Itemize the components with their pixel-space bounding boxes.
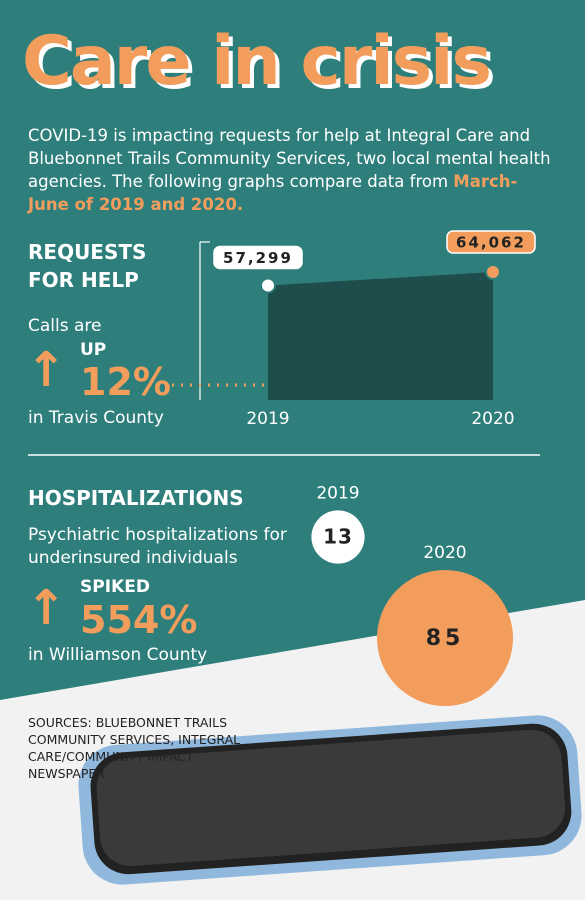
area bbox=[268, 272, 493, 400]
bubble bbox=[311, 510, 365, 564]
phone bbox=[78, 715, 582, 885]
bubble-label: 85 bbox=[426, 626, 465, 651]
arrow-icon: ↑ bbox=[26, 580, 67, 636]
intro-highlight: March-June of 2019 and 2020. bbox=[28, 172, 518, 214]
point bbox=[260, 277, 276, 294]
arrow-icon: ↑ bbox=[26, 342, 67, 398]
lead: Psychiatric hospitalizations for underin… bbox=[28, 525, 287, 568]
value-label-box bbox=[446, 230, 536, 254]
lead: Calls are bbox=[28, 316, 102, 336]
value-label: 64,062 bbox=[456, 234, 526, 252]
point bbox=[485, 264, 501, 280]
intro: COVID-19 is impacting requests for help … bbox=[28, 124, 558, 216]
bubble bbox=[377, 570, 513, 706]
section-heading: REQUESTS FOR HELP bbox=[28, 240, 147, 292]
place: in Travis County bbox=[28, 408, 164, 428]
sources: SOURCES: BLUEBONNET TRAILS COMMUNITY SER… bbox=[28, 715, 241, 781]
change: 12% bbox=[80, 360, 171, 404]
x-label: 2020 bbox=[471, 409, 514, 429]
category-label: 2019 bbox=[316, 483, 359, 503]
bubble-label: 13 bbox=[323, 525, 353, 549]
value-label-box bbox=[213, 245, 303, 270]
place: in Williamson County bbox=[28, 645, 208, 665]
direction: UP bbox=[80, 340, 107, 360]
change: 554% bbox=[80, 598, 198, 642]
value-label: 57,299 bbox=[223, 249, 293, 267]
intro-text: COVID-19 is impacting requests for help … bbox=[28, 126, 551, 191]
section-heading: HOSPITALIZATIONS bbox=[28, 486, 244, 510]
direction: SPIKED bbox=[80, 577, 150, 597]
category-label: 2020 bbox=[423, 543, 466, 563]
x-label: 2019 bbox=[246, 409, 289, 429]
title: Care in crisis bbox=[22, 22, 492, 101]
